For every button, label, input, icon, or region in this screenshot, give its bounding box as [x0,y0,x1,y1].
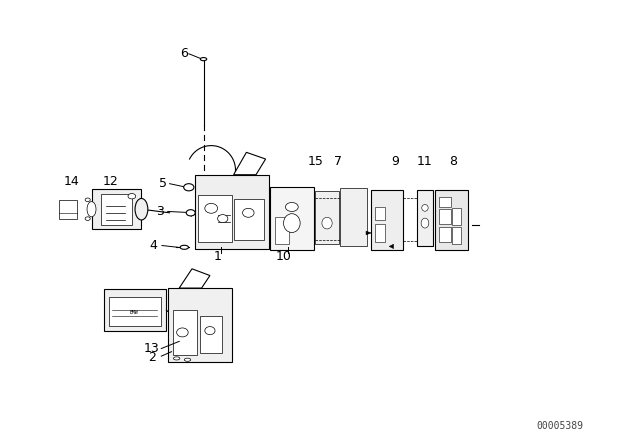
Bar [109,297,161,326]
Bar [104,289,166,331]
Bar [275,217,289,244]
Ellipse shape [186,210,195,216]
Polygon shape [366,231,371,235]
Text: 4: 4 [150,239,157,252]
Text: 11: 11 [417,155,432,168]
Text: 10: 10 [276,250,291,263]
Bar [200,316,222,353]
Bar [439,197,451,207]
Ellipse shape [87,202,96,217]
Bar [375,207,385,220]
Ellipse shape [284,214,300,233]
Polygon shape [179,269,210,288]
Text: 6: 6 [180,47,188,60]
Bar [439,227,451,242]
Polygon shape [389,244,394,249]
Bar [315,191,339,244]
Bar [452,227,461,244]
Text: 1: 1 [214,250,221,263]
Bar [417,190,433,246]
Text: 3: 3 [156,205,164,218]
Bar [270,187,314,250]
Text: 5: 5 [159,177,167,190]
Ellipse shape [285,202,298,211]
Text: 15: 15 [308,155,323,168]
Ellipse shape [85,217,90,220]
Ellipse shape [173,357,180,360]
Bar [452,208,461,225]
Text: 12: 12 [103,175,118,188]
Bar [195,175,269,249]
Ellipse shape [85,198,90,202]
Bar [92,189,141,229]
Bar [59,200,77,219]
Bar [435,190,468,250]
Ellipse shape [205,203,218,213]
Ellipse shape [177,328,188,337]
Polygon shape [234,152,266,175]
Ellipse shape [200,58,207,60]
Ellipse shape [322,217,332,229]
Text: 8: 8 [449,155,457,168]
Bar [371,190,403,250]
Ellipse shape [218,215,228,223]
Text: BMW: BMW [130,310,139,315]
Bar [234,199,264,240]
Text: 7: 7 [334,155,342,168]
Bar [439,209,451,224]
Text: 14: 14 [64,175,79,188]
Bar [101,194,132,225]
Text: 9: 9 [392,155,399,168]
Ellipse shape [135,198,148,220]
Bar [198,195,232,242]
Ellipse shape [180,246,189,249]
Ellipse shape [243,208,254,217]
Bar [340,188,367,246]
Bar [375,224,385,242]
Text: 13: 13 [144,342,159,355]
Bar [173,310,197,355]
Ellipse shape [184,358,191,361]
Text: 00005389: 00005389 [536,422,584,431]
Ellipse shape [184,184,194,191]
Bar [168,288,232,362]
Text: 2: 2 [148,351,156,364]
Ellipse shape [421,218,429,228]
Ellipse shape [422,204,428,211]
Ellipse shape [205,327,215,335]
Ellipse shape [128,194,136,199]
